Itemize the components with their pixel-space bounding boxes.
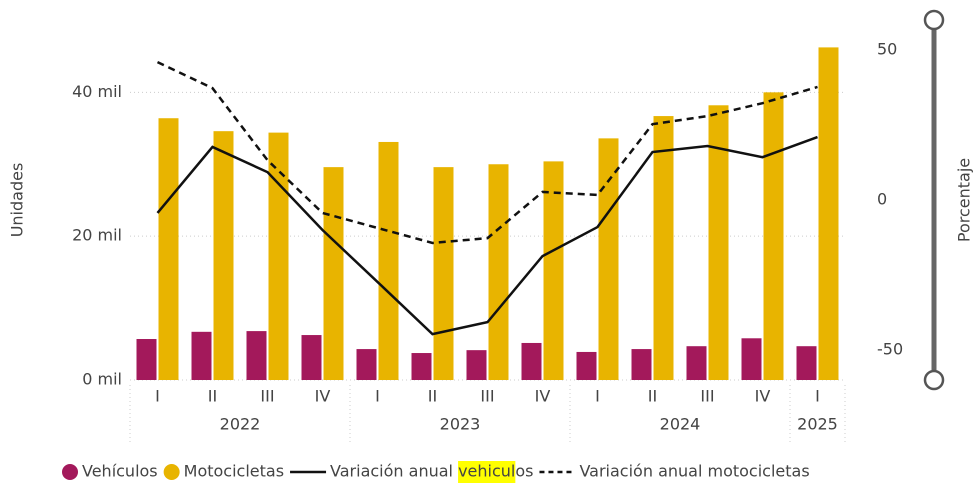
bar <box>158 118 179 380</box>
bar <box>246 331 267 380</box>
bar <box>796 346 817 380</box>
y-tick-label: 0 mil <box>82 370 122 389</box>
x-tick-label: III <box>700 387 714 406</box>
legend-label: Variación anual vehiculos <box>330 462 533 481</box>
bar <box>543 161 564 380</box>
bar <box>268 132 289 380</box>
legend-item: Vehículos <box>62 462 158 481</box>
legend-label: Motocicletas <box>184 462 284 481</box>
x-tick-label: II <box>428 387 437 406</box>
bar <box>136 339 157 380</box>
bar <box>323 167 344 380</box>
x-group-label: 2024 <box>660 415 701 434</box>
legend-item: Variación anual motocicletas <box>539 462 810 481</box>
line-series <box>156 135 818 336</box>
x-group-label: 2025 <box>797 415 838 434</box>
bar <box>356 349 377 380</box>
y2-tick-label: -50 <box>877 340 903 359</box>
legend-label: Vehículos <box>82 462 158 481</box>
y2-axis-title: Porcentaje <box>955 158 974 242</box>
legend-item: Variación anual vehiculos <box>290 461 533 483</box>
x-tick-label: I <box>155 387 160 406</box>
y-tick-label: 40 mil <box>72 82 122 101</box>
bar <box>191 331 212 380</box>
x-tick-label: I <box>375 387 380 406</box>
legend-swatch <box>163 464 180 480</box>
bar <box>576 351 597 380</box>
slider-handle[interactable] <box>923 369 945 391</box>
x-tick-label: II <box>648 387 657 406</box>
bar <box>818 47 839 380</box>
bar <box>488 164 509 380</box>
x-tick-label: I <box>595 387 600 406</box>
x-tick-label: I <box>815 387 820 406</box>
bar <box>301 335 322 380</box>
x-tick-label: III <box>480 387 494 406</box>
y2-tick-label: 0 <box>877 190 887 209</box>
x-group-label: 2023 <box>440 415 481 434</box>
bar <box>411 353 432 380</box>
y2-tick-label: 50 <box>877 40 897 59</box>
bar <box>466 350 487 380</box>
slider-handle[interactable] <box>923 9 945 31</box>
bar <box>741 338 762 380</box>
bar <box>631 349 652 380</box>
y-tick-label: 20 mil <box>72 226 122 245</box>
x-tick-label: III <box>260 387 274 406</box>
bar <box>433 167 454 380</box>
x-tick-label: IV <box>755 387 771 406</box>
bar <box>708 105 729 381</box>
bar <box>521 342 542 380</box>
bar <box>653 116 674 381</box>
legend-label: Variación anual motocicletas <box>579 462 809 481</box>
line-series <box>156 60 818 245</box>
x-tick-label: IV <box>535 387 551 406</box>
bar <box>598 138 619 380</box>
x-group-label: 2022 <box>220 415 261 434</box>
bar <box>686 346 707 380</box>
bar <box>213 131 234 380</box>
x-tick-label: IV <box>315 387 331 406</box>
y-axis-title: Unidades <box>8 163 27 238</box>
legend-swatch <box>62 464 78 480</box>
bar <box>763 92 784 380</box>
range-slider[interactable] <box>923 9 945 391</box>
legend-item: Motocicletas <box>163 462 284 481</box>
search-highlight <box>458 461 516 483</box>
bar <box>378 141 399 380</box>
x-tick-label: II <box>208 387 217 406</box>
